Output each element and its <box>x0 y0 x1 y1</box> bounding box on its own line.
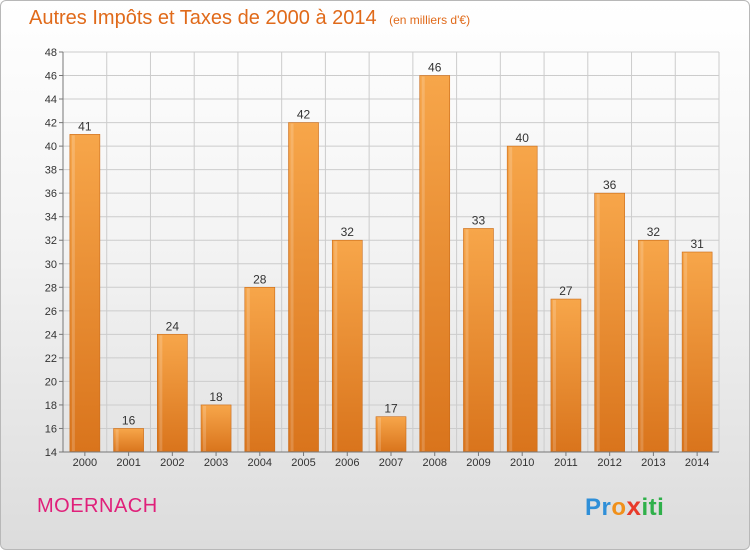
logo-letter: t <box>648 494 658 521</box>
value-label: 40 <box>516 131 530 145</box>
x-tick-label: 2000 <box>73 457 97 469</box>
value-label: 32 <box>647 225 661 239</box>
value-label: 27 <box>559 284 573 298</box>
x-tick-label: 2010 <box>510 457 534 469</box>
bar <box>157 334 188 453</box>
logo-letter: r <box>601 494 612 521</box>
bar-highlight <box>290 123 294 452</box>
bar-highlight <box>509 147 513 451</box>
x-tick-label: 2001 <box>116 457 140 469</box>
y-tick-label: 16 <box>45 423 57 435</box>
logo-letter: x <box>626 491 642 521</box>
bar-highlight <box>552 300 556 451</box>
x-tick-label: 2004 <box>248 457 272 469</box>
y-tick-label: 20 <box>45 376 57 388</box>
x-tick-label: 2007 <box>379 457 403 469</box>
y-tick-label: 44 <box>45 94 57 106</box>
bar-highlight <box>115 429 119 451</box>
y-tick-label: 32 <box>45 235 57 247</box>
bar-highlight <box>596 194 600 452</box>
value-label: 24 <box>166 319 180 333</box>
bar-highlight <box>421 76 425 451</box>
y-tick-label: 18 <box>45 400 57 412</box>
value-label: 41 <box>78 119 92 133</box>
title-text: Autres Impôts et Taxes de 2000 à 2014 <box>29 7 377 29</box>
x-tick-label: 2009 <box>466 457 490 469</box>
bar-highlight <box>465 229 469 451</box>
value-labels: 41 16 24 18 28 42 32 17 46 33 40 27 36 32 31 <box>78 61 704 428</box>
y-tick-label: 38 <box>45 165 57 177</box>
bar <box>638 239 669 453</box>
bar-highlight <box>640 241 644 451</box>
y-tick-label: 22 <box>45 353 57 365</box>
y-tick-label: 14 <box>45 447 57 459</box>
bar <box>244 286 276 453</box>
y-tick-label: 36 <box>45 188 57 200</box>
value-label: 33 <box>472 213 486 227</box>
value-label: 32 <box>341 225 355 239</box>
proxiti-logo: Proxiti <box>585 491 664 522</box>
x-tick-label: 2008 <box>422 457 446 469</box>
bar <box>288 122 319 453</box>
bar <box>419 75 451 453</box>
bar <box>200 404 232 453</box>
bar <box>69 134 101 453</box>
bar-highlight <box>159 335 163 451</box>
bar-highlight <box>378 417 381 451</box>
bar <box>594 192 625 453</box>
y-tick-label: 46 <box>45 71 57 83</box>
x-tick-label: 2011 <box>554 457 578 469</box>
bar <box>550 298 582 453</box>
y-tick-label: 48 <box>45 47 57 59</box>
value-label: 18 <box>209 390 223 404</box>
y-tick-label: 40 <box>45 141 57 153</box>
bar <box>506 145 538 453</box>
x-tick-label: 2013 <box>641 457 665 469</box>
bar <box>463 228 494 453</box>
bar-highlight <box>246 288 250 451</box>
x-tick-label: 2006 <box>335 457 359 469</box>
unit-text: (en milliers d'€) <box>389 13 471 27</box>
y-tick-label: 34 <box>45 212 57 224</box>
commune-name: MOERNACH <box>37 495 158 517</box>
y-tick-label: 24 <box>45 329 57 341</box>
y-tick-label: 28 <box>45 282 57 294</box>
value-label: 17 <box>384 402 398 416</box>
value-label: 16 <box>122 413 136 427</box>
logo-letter: i <box>641 494 649 521</box>
x-tick-label: 2012 <box>597 457 621 469</box>
x-tick-label: 2003 <box>204 457 228 469</box>
bar <box>681 251 713 453</box>
value-label: 42 <box>297 108 311 122</box>
y-tick-label: 30 <box>45 259 57 271</box>
value-label: 28 <box>253 272 267 286</box>
bar-highlight <box>684 253 688 451</box>
logo-letter: o <box>611 494 627 521</box>
bar <box>375 416 407 453</box>
y-tick-label: 26 <box>45 306 57 318</box>
y-tick-label: 42 <box>45 118 57 130</box>
x-tick-label: 2002 <box>160 457 184 469</box>
bar-highlight <box>203 405 207 451</box>
axes: 14 16 18 20 22 24 26 28 30 32 34 36 38 40 42 44 46 48 2000… <box>45 47 719 469</box>
value-label: 31 <box>690 237 704 251</box>
x-tick-label: 2005 <box>291 457 315 469</box>
value-label: 36 <box>603 178 617 192</box>
logo-letter: P <box>585 494 602 521</box>
value-label: 46 <box>428 61 442 75</box>
bars <box>69 75 713 453</box>
x-tick-label: 2014 <box>685 457 709 469</box>
chart-title: Autres Impôts et Taxes de 2000 à 2014 (e… <box>29 7 470 30</box>
logo-letter: i <box>657 494 665 521</box>
bar-highlight <box>71 135 75 451</box>
bar-highlight <box>334 241 338 451</box>
